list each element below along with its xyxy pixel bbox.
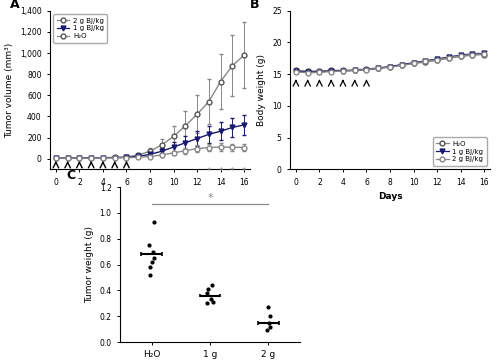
- Text: B: B: [250, 0, 260, 11]
- Text: *: *: [218, 167, 223, 176]
- Text: C: C: [66, 170, 75, 183]
- X-axis label: Days: Days: [138, 192, 162, 201]
- Text: *: *: [207, 193, 213, 203]
- Y-axis label: Body weight (g): Body weight (g): [258, 54, 266, 126]
- Text: *: *: [230, 167, 234, 176]
- Text: A: A: [10, 0, 20, 11]
- X-axis label: Days: Days: [378, 192, 402, 201]
- Y-axis label: Tumor volume (mm³): Tumor volume (mm³): [6, 42, 15, 138]
- Legend: H₂O, 1 g BJ/kg, 2 g BJ/kg: H₂O, 1 g BJ/kg, 2 g BJ/kg: [432, 137, 486, 166]
- Legend: 2 g BJ/kg, 1 g BJ/kg, H₂O: 2 g BJ/kg, 1 g BJ/kg, H₂O: [54, 14, 108, 43]
- Y-axis label: Tumor weight (g): Tumor weight (g): [85, 226, 94, 303]
- Text: *: *: [242, 167, 246, 176]
- Text: *: *: [206, 167, 211, 176]
